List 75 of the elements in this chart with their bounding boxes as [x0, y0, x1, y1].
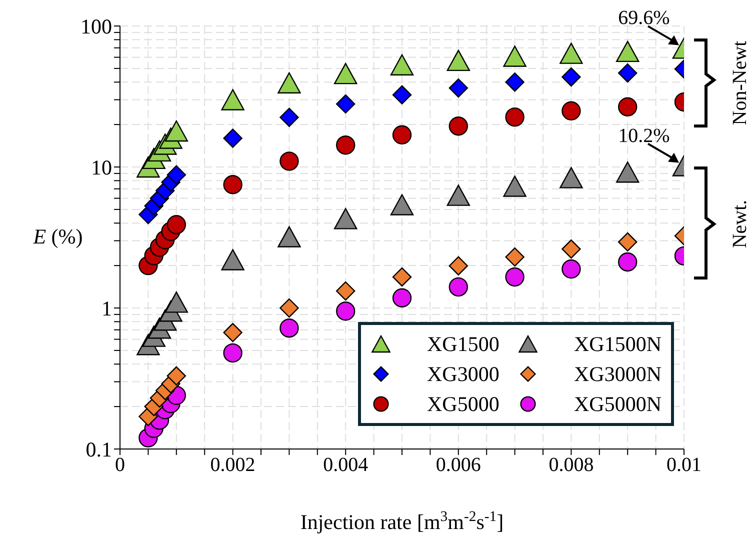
point — [334, 208, 358, 230]
point — [562, 239, 581, 259]
point — [392, 267, 412, 287]
point — [221, 249, 244, 270]
point — [223, 175, 242, 194]
x-tick-label: 0 — [115, 454, 125, 476]
point — [505, 267, 524, 287]
point — [390, 54, 414, 76]
legend-label: XG5000N — [574, 392, 662, 416]
x-tick-label: 0.008 — [548, 454, 594, 476]
point — [164, 120, 188, 142]
point — [392, 85, 412, 104]
legend-label: XG3000 — [427, 362, 500, 386]
point — [336, 281, 356, 301]
legend-label: XG3000N — [574, 362, 662, 386]
point — [618, 232, 638, 252]
x-axis-title: Injection rate [m$^{3}$m$^{-2}$s$^{-1}$] — [300, 509, 504, 534]
point — [560, 167, 583, 188]
x-tick-label: 0.004 — [323, 454, 368, 476]
point — [221, 89, 244, 110]
point — [336, 136, 356, 155]
y-tick-label: 100 — [80, 14, 112, 38]
point — [618, 63, 638, 83]
legend-label: XG1500 — [427, 332, 500, 356]
point — [166, 215, 186, 234]
text: Newt. — [729, 200, 751, 248]
text: Non-Newt — [729, 40, 751, 126]
annotation: 69.6% — [618, 7, 670, 30]
y-tick-label: 10 — [91, 155, 112, 180]
point — [448, 277, 468, 297]
point — [392, 288, 412, 308]
point — [503, 176, 526, 197]
point — [560, 42, 583, 64]
point — [280, 108, 299, 127]
point — [278, 72, 301, 94]
point — [503, 46, 526, 67]
point — [278, 226, 301, 248]
point — [618, 97, 638, 116]
x-tick-label: 0.006 — [436, 454, 481, 476]
point — [505, 247, 524, 267]
point — [616, 162, 640, 183]
point — [505, 107, 524, 127]
point — [223, 343, 242, 363]
y-tick-label: 0.1 — [86, 437, 112, 462]
point — [448, 78, 468, 98]
point — [223, 128, 242, 148]
x-tick-label: 0.002 — [210, 454, 256, 476]
point — [446, 50, 470, 72]
point — [280, 318, 299, 338]
point — [166, 165, 186, 184]
point — [448, 256, 468, 276]
legend-label: XG1500N — [574, 332, 662, 356]
point — [336, 94, 356, 114]
point — [336, 302, 356, 321]
point — [166, 366, 186, 386]
point — [562, 259, 581, 279]
point — [392, 125, 412, 144]
point — [562, 101, 581, 120]
y-tick-label: 1 — [102, 296, 112, 320]
point — [223, 322, 242, 342]
point — [448, 116, 468, 136]
point — [334, 62, 358, 84]
annotation: 10.2% — [618, 124, 670, 147]
point — [280, 298, 299, 318]
point — [618, 252, 638, 272]
legend-label: XG5000 — [427, 392, 500, 416]
point — [446, 184, 470, 206]
point — [562, 67, 581, 87]
point — [616, 40, 640, 62]
point — [505, 72, 524, 92]
x-tick-label: 0.01 — [666, 454, 702, 476]
y-axis-title: E (%) — [32, 224, 83, 248]
point — [390, 194, 414, 216]
point — [280, 152, 299, 171]
point — [164, 292, 188, 313]
